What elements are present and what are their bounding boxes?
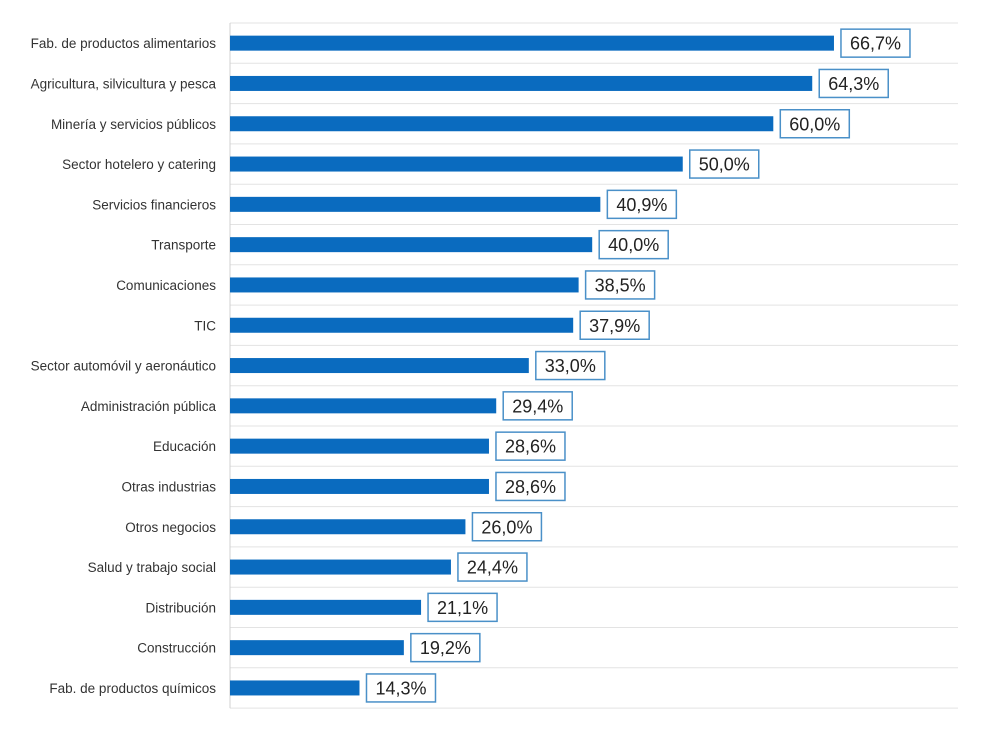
data-label: 28,6% — [505, 437, 556, 457]
bar — [230, 156, 683, 172]
category-label: Fab. de productos químicos — [49, 681, 216, 696]
data-label-box — [779, 109, 851, 139]
bar — [230, 317, 574, 333]
category-label: Servicios financieros — [92, 197, 216, 212]
data-label-box — [818, 68, 889, 99]
data-label-box — [502, 391, 573, 421]
data-label: 26,0% — [481, 517, 532, 537]
data-label-box — [365, 673, 437, 703]
bar — [230, 438, 489, 454]
bar — [230, 559, 451, 575]
data-label-box — [495, 431, 566, 461]
data-label: 40,9% — [616, 195, 667, 215]
data-label: 64,3% — [828, 74, 879, 94]
category-label: Construcción — [137, 641, 216, 656]
data-label: 19,2% — [420, 638, 471, 658]
category-label: Distribución — [145, 600, 216, 615]
category-label: Sector hotelero y catering — [62, 157, 216, 172]
data-label-box — [471, 512, 543, 542]
category-label: Comunicaciones — [116, 278, 216, 293]
data-label-box — [579, 310, 650, 340]
data-label: 60,0% — [789, 114, 840, 134]
bar — [230, 196, 601, 212]
category-label: Otras industrias — [121, 479, 216, 494]
category-label: Fab. de productos alimentarios — [31, 36, 217, 51]
data-label-box — [689, 149, 760, 179]
data-label-box — [598, 229, 669, 260]
bar — [230, 519, 466, 535]
bar — [230, 116, 774, 132]
bar — [230, 277, 579, 293]
bar — [230, 237, 593, 253]
data-label: 40,0% — [608, 235, 659, 255]
data-label: 29,4% — [512, 396, 563, 416]
bar — [230, 358, 529, 374]
data-label: 24,4% — [467, 558, 518, 578]
category-label: Transporte — [151, 238, 216, 253]
data-label: 14,3% — [375, 678, 426, 698]
bar — [230, 75, 813, 91]
category-label: Minería y servicios públicos — [51, 117, 216, 132]
data-label-box — [495, 471, 566, 502]
data-label-box — [427, 592, 498, 623]
bar — [230, 398, 497, 414]
category-label: Agricultura, silvicultura y pesca — [31, 76, 217, 91]
bar — [230, 640, 404, 656]
data-label: 21,1% — [437, 598, 488, 618]
data-label-box — [606, 189, 678, 220]
category-label: Educación — [153, 439, 216, 454]
bar — [230, 599, 422, 615]
bar — [230, 478, 489, 494]
data-label: 50,0% — [699, 155, 750, 175]
data-label: 37,9% — [589, 316, 640, 336]
category-label: Administración pública — [81, 399, 217, 414]
data-label-box — [584, 270, 656, 300]
data-label-box — [410, 632, 481, 663]
category-label: Salud y trabajo social — [88, 560, 216, 575]
data-label-box — [535, 350, 606, 381]
category-label: Otros negocios — [125, 520, 216, 535]
category-label: Sector automóvil y aeronáutico — [31, 359, 216, 374]
bar — [230, 680, 360, 696]
bar — [230, 35, 834, 51]
data-label-box — [840, 28, 911, 58]
data-label: 38,5% — [595, 275, 646, 295]
data-label: 33,0% — [545, 356, 596, 376]
data-label: 28,6% — [505, 477, 556, 497]
data-label-box — [457, 552, 528, 582]
data-label: 66,7% — [850, 34, 901, 54]
category-label: TIC — [194, 318, 216, 333]
